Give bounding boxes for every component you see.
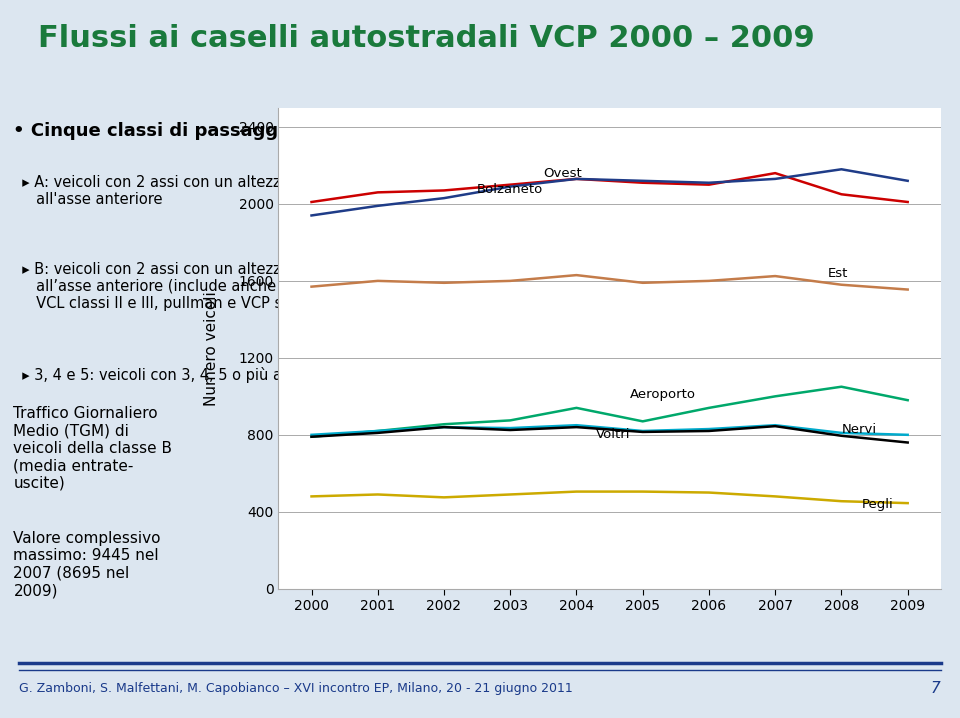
Text: Est: Est <box>828 266 849 280</box>
Text: Valore complessivo
massimo: 9445 nel
2007 (8695 nel
2009): Valore complessivo massimo: 9445 nel 200… <box>13 531 161 598</box>
Text: Aeroporto: Aeroporto <box>630 388 695 401</box>
Y-axis label: Numero veicoli: Numero veicoli <box>204 291 219 406</box>
Text: Traffico Giornaliero
Medio (TGM) di
veicoli della classe B
(media entrate-
uscit: Traffico Giornaliero Medio (TGM) di veic… <box>13 406 173 490</box>
Text: ▸ A: veicoli con 2 assi con un altezza ≤ 1.30 m misurata
     all'asse anteriore: ▸ A: veicoli con 2 assi con un altezza ≤… <box>13 175 433 208</box>
Text: Flussi ai caselli autostradali VCP 2000 – 2009: Flussi ai caselli autostradali VCP 2000 … <box>38 24 815 53</box>
Text: Pegli: Pegli <box>861 498 893 511</box>
Text: Nervi: Nervi <box>841 423 876 436</box>
Text: Bolzaneto: Bolzaneto <box>477 183 543 196</box>
Text: ▸ B: veicoli con 2 assi con un altezza > 1.30 m misurata
     all’asse anteriore: ▸ B: veicoli con 2 assi con un altezza >… <box>13 261 433 312</box>
Text: G. Zamboni, S. Malfettani, M. Capobianco – XVI incontro EP, Milano, 20 - 21 giug: G. Zamboni, S. Malfettani, M. Capobianco… <box>19 682 573 696</box>
Text: • Cinque classi di passaggio: • Cinque classi di passaggio <box>13 122 297 140</box>
Text: 7: 7 <box>931 681 941 696</box>
Text: Voltri: Voltri <box>596 429 631 442</box>
Text: ▸ 3, 4 e 5: veicoli con 3, 4, 5 o più assi: ▸ 3, 4 e 5: veicoli con 3, 4, 5 o più as… <box>13 368 302 383</box>
Text: Ovest: Ovest <box>543 167 582 180</box>
